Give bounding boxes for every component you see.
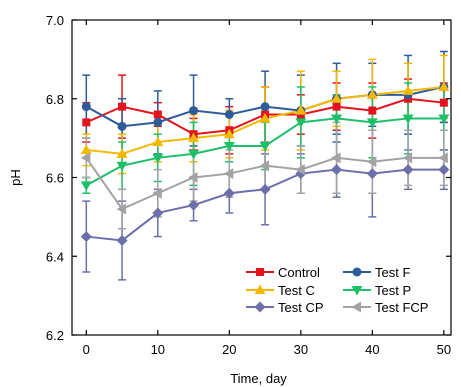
point-test-fcp-0 [80, 152, 91, 164]
point-test-c-35 [331, 93, 343, 103]
legend-label: Test FCP [375, 300, 428, 315]
x-tick-label: 40 [365, 342, 379, 357]
point-control-0 [82, 118, 91, 127]
point-test-cp-0 [80, 231, 92, 243]
point-test-f-20 [224, 110, 234, 119]
point-test-p-15 [188, 149, 200, 160]
point-test-cp-40 [366, 168, 378, 180]
point-test-fcp-5 [116, 203, 127, 215]
point-test-c-0 [80, 144, 92, 154]
legend-label: Test P [375, 283, 411, 298]
point-test-cp-5 [116, 235, 128, 246]
x-tick-label: 0 [83, 342, 90, 357]
point-test-p-20 [223, 142, 235, 152]
point-test-f-0 [81, 102, 91, 112]
point-test-c-5 [116, 148, 128, 158]
legend-marker-test-fcp [351, 301, 361, 313]
point-control-50 [439, 98, 448, 107]
point-control-10 [153, 110, 162, 119]
y-axis-title: pH [8, 169, 23, 186]
legend-label: Test F [375, 265, 410, 280]
point-test-c-45 [402, 85, 414, 95]
y-tick-label: 6.4 [46, 249, 64, 264]
point-test-p-10 [152, 153, 164, 164]
point-test-cp-45 [402, 164, 414, 176]
point-test-p-50 [438, 114, 450, 124]
point-test-cp-15 [188, 199, 200, 211]
y-tick-label: 6.6 [46, 171, 64, 186]
legend-marker-test-cp [254, 301, 266, 313]
point-test-p-45 [402, 114, 414, 124]
point-test-c-20 [223, 128, 235, 139]
point-test-fcp-50 [438, 152, 448, 164]
legend-marker-test-f [352, 267, 362, 277]
axes-layer: 0 10 20 30 40 50 6.2 6.4 6.6 6.8 7.0 Time, day pH [8, 13, 452, 386]
point-control-35 [332, 102, 341, 111]
point-test-c-40 [366, 89, 378, 99]
x-tick-label: 30 [294, 342, 308, 357]
point-test-c-25 [259, 112, 271, 123]
point-test-fcp-20 [223, 168, 234, 180]
legend: Control Test F Test C Test P Test CP Test FCP [246, 265, 428, 315]
point-test-fcp-40 [366, 156, 377, 168]
y-tick-label: 7.0 [46, 13, 64, 28]
point-test-fcp-25 [259, 160, 270, 172]
point-test-cp-35 [331, 164, 343, 176]
point-test-p-35 [331, 114, 343, 124]
point-test-cp-25 [259, 183, 271, 195]
y-tick-label: 6.8 [46, 92, 64, 107]
markers-layer [80, 81, 450, 246]
point-test-fcp-45 [402, 152, 413, 164]
legend-entry-control: Control [246, 265, 320, 280]
point-test-cp-20 [223, 187, 235, 199]
legend-marker-test-p [351, 286, 363, 296]
point-test-fcp-15 [188, 172, 198, 183]
point-test-cp-10 [152, 207, 164, 219]
point-test-c-10 [152, 136, 164, 147]
point-test-fcp-35 [331, 152, 341, 164]
point-test-c-30 [295, 105, 307, 115]
legend-entry-test-c: Test C [246, 283, 315, 298]
legend-marker-control [256, 268, 264, 276]
point-test-f-25 [260, 102, 270, 112]
point-test-f-5 [117, 121, 127, 131]
x-tick-label: 20 [222, 342, 236, 357]
point-test-c-15 [188, 132, 200, 143]
y-tick-label: 6.2 [46, 328, 64, 343]
point-test-p-40 [366, 118, 378, 128]
point-test-f-10 [153, 117, 163, 127]
legend-marker-test-c [254, 284, 266, 294]
legend-label: Test CP [278, 300, 324, 315]
point-test-p-25 [259, 142, 271, 152]
point-test-fcp-30 [295, 164, 305, 176]
point-control-40 [368, 106, 377, 115]
legend-entry-test-f: Test F [343, 265, 410, 280]
legend-entry-test-cp: Test CP [246, 300, 324, 315]
legend-entry-test-p: Test P [343, 283, 411, 298]
point-control-5 [118, 102, 127, 111]
point-test-fcp-10 [152, 187, 162, 199]
point-test-p-5 [116, 161, 128, 172]
legend-label: Test C [278, 283, 315, 298]
point-test-c-50 [438, 81, 450, 91]
point-test-f-15 [189, 106, 199, 116]
point-test-p-30 [295, 118, 307, 128]
point-test-p-0 [80, 181, 92, 191]
x-tick-label: 10 [151, 342, 165, 357]
x-axis-title: Time, day [230, 371, 287, 386]
point-test-cp-50 [438, 164, 450, 176]
legend-entry-test-fcp: Test FCP [343, 300, 428, 315]
x-tick-label: 50 [437, 342, 451, 357]
legend-label: Control [278, 265, 320, 280]
